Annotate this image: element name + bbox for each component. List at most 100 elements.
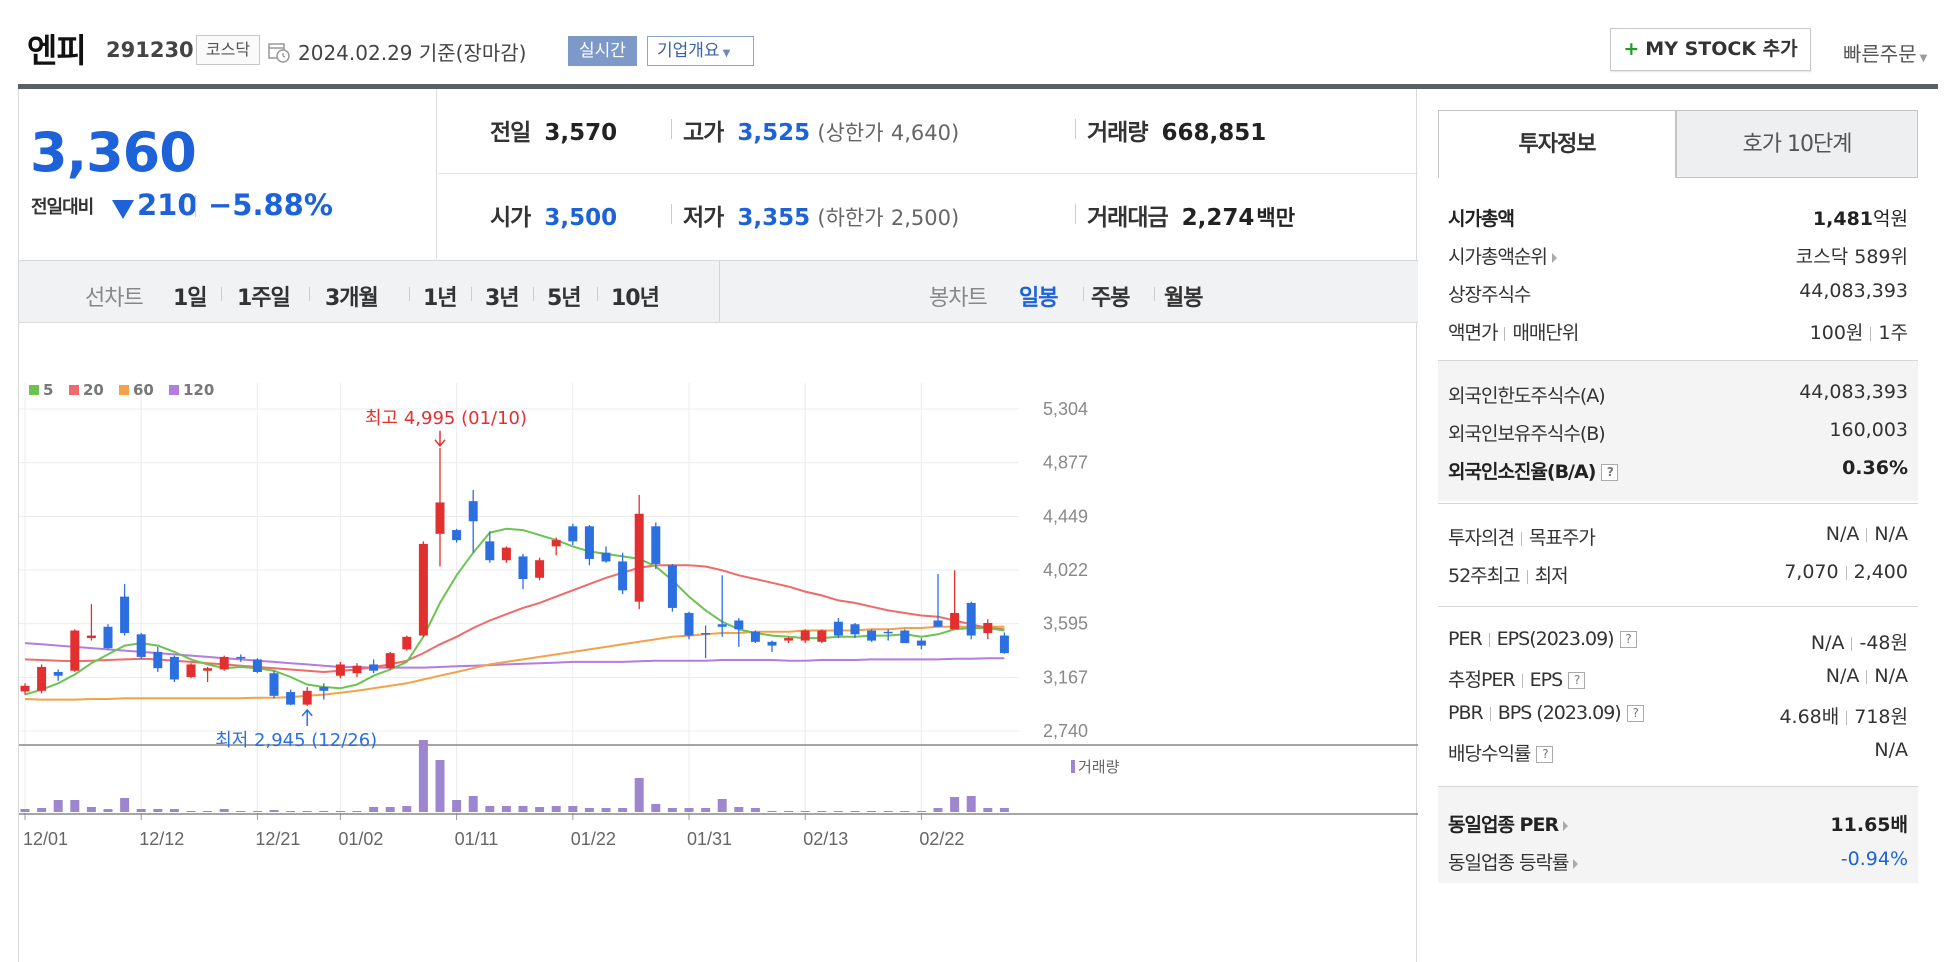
volume-bar bbox=[584, 808, 594, 812]
stock-code: 291230 bbox=[106, 38, 194, 62]
corp-overview-dropdown[interactable]: 기업개요 ▼ bbox=[647, 36, 754, 66]
candle-body bbox=[402, 636, 412, 650]
per-number: N/A bbox=[1810, 632, 1845, 654]
listed-shares-value: 44,083,393 bbox=[1799, 280, 1908, 302]
help-icon[interactable]: ? bbox=[1536, 746, 1554, 763]
volume-value: 668,851 bbox=[1161, 120, 1267, 146]
stock-name: 엔피 bbox=[27, 31, 87, 70]
price-chart-svg: 5,304 4,877 4,449 4,022 3,595 3,167 2,740 12/01… bbox=[19, 381, 1418, 849]
help-icon[interactable]: ? bbox=[1601, 464, 1619, 481]
my-stock-add-label: MY STOCK 추가 bbox=[1645, 38, 1798, 60]
eps-text: EPS(2023.09) bbox=[1496, 628, 1615, 650]
divider bbox=[195, 195, 196, 217]
quick-order-dropdown[interactable]: 빠른주문 ▼ bbox=[1843, 38, 1927, 67]
calendar-clock-icon bbox=[268, 43, 290, 63]
period-1y-button[interactable]: 1년 bbox=[423, 286, 458, 311]
volume-bar bbox=[302, 811, 312, 812]
candle-body bbox=[169, 656, 179, 680]
corp-overview-label: 기업개요 bbox=[657, 41, 720, 61]
industry-per-label[interactable]: 동일업종 PER bbox=[1448, 810, 1569, 837]
volume-bar bbox=[800, 811, 810, 812]
volume-bar bbox=[701, 808, 711, 812]
period-3y-button[interactable]: 3년 bbox=[485, 286, 520, 311]
help-icon[interactable]: ? bbox=[1626, 705, 1644, 722]
period-5y-button[interactable]: 5년 bbox=[547, 286, 582, 311]
volume-bar bbox=[717, 799, 727, 812]
candle-body bbox=[717, 624, 727, 627]
opinion-number: N/A bbox=[1825, 523, 1860, 545]
candle-body bbox=[800, 630, 810, 641]
info-row: 외국인보유주식수(B) 160,003 bbox=[1438, 413, 1918, 451]
volume-bar bbox=[136, 809, 146, 812]
candle-body bbox=[219, 656, 229, 670]
tab-orderbook-10[interactable]: 호가 10단계 bbox=[1676, 110, 1918, 178]
y-tick-label: 4,877 bbox=[1043, 453, 1088, 473]
help-icon[interactable]: ? bbox=[1619, 631, 1637, 648]
candle-body bbox=[900, 630, 910, 644]
opinion-value: N/A N/A bbox=[1826, 523, 1908, 545]
target-price-number: N/A bbox=[1874, 523, 1908, 545]
candle-body bbox=[535, 560, 545, 578]
opinion-text: 투자의견 bbox=[1448, 527, 1515, 549]
open-value: 3,500 bbox=[544, 205, 618, 231]
volume-bar bbox=[120, 798, 130, 812]
volume-bar bbox=[468, 796, 478, 812]
candle-body bbox=[369, 664, 379, 671]
min-arrow-head bbox=[301, 708, 313, 717]
par-value-value: 100원 1주 bbox=[1810, 318, 1908, 345]
volume-bar bbox=[983, 808, 993, 812]
volume-bar bbox=[651, 804, 661, 812]
period-1w-button[interactable]: 1주일 bbox=[237, 286, 291, 311]
invest-info-panel: 투자정보 호가 10단계 시가총액 1,481억원 시가총액순위 코스닥 589… bbox=[1438, 110, 1918, 962]
info-row: PER EPS(2023.09)? N/A -48원 bbox=[1438, 622, 1918, 660]
foreign-holding-value: 160,003 bbox=[1829, 419, 1908, 441]
est-per-label: 추정PER EPS? bbox=[1448, 665, 1586, 692]
base-date: 2024.02.29 기준(장마감) bbox=[298, 41, 527, 65]
candle-body bbox=[734, 620, 744, 630]
upper-limit-close: ) bbox=[951, 121, 960, 145]
candle-body bbox=[319, 687, 329, 691]
y-tick-label: 4,022 bbox=[1043, 560, 1088, 580]
volume-bar bbox=[900, 811, 910, 812]
daily-candle-chart: 5,304 4,877 4,449 4,022 3,595 3,167 2,740 12/01… bbox=[19, 323, 1418, 962]
opinion-section: 투자의견 목표주가 N/A N/A 52주최고 최저 7,070 2,400 bbox=[1438, 504, 1918, 604]
my-stock-add-button[interactable]: + MY STOCK 추가 bbox=[1610, 28, 1811, 71]
market-cap-rank-value: 코스닥 589위 bbox=[1795, 246, 1908, 268]
tab-invest-info[interactable]: 투자정보 bbox=[1438, 110, 1676, 178]
foreign-limit-label: 외국인한도주식수(A) bbox=[1448, 385, 1606, 407]
info-row: 동일업종 등락률 -0.94% bbox=[1438, 842, 1918, 880]
period-3m-button[interactable]: 3개월 bbox=[325, 286, 379, 311]
period-1d-button[interactable]: 1일 bbox=[173, 286, 208, 311]
lower-limit-label: (하한가 bbox=[817, 206, 884, 230]
info-row: 액면가 매매단위 100원 1주 bbox=[1438, 312, 1918, 350]
volume-bar bbox=[817, 811, 827, 812]
moving-average-ma20 bbox=[24, 564, 1005, 674]
candle-body bbox=[153, 651, 163, 669]
industry-change-label[interactable]: 동일업종 등락률 bbox=[1448, 848, 1579, 875]
market-cap-rank-label[interactable]: 시가총액순위 bbox=[1448, 242, 1557, 269]
candle-body bbox=[568, 526, 578, 542]
candle-weekly-button[interactable]: 주봉 bbox=[1091, 286, 1130, 311]
quote-summary: 전일 3,570 고가 3,525 (상한가 4,640) 거래량 668,851 시… bbox=[438, 89, 1418, 259]
low-value: 3,355 bbox=[737, 205, 811, 231]
x-tick-label: 02/22 bbox=[919, 829, 964, 849]
candle-body bbox=[236, 656, 246, 659]
bps-text: BPS (2023.09) bbox=[1497, 702, 1622, 724]
volume-bar bbox=[269, 810, 279, 812]
candle-body bbox=[286, 692, 296, 705]
market-cap-label: 시가총액 bbox=[1448, 208, 1515, 230]
period-10y-button[interactable]: 10년 bbox=[611, 286, 660, 311]
high-label: 고가 bbox=[683, 120, 724, 146]
candle-monthly-button[interactable]: 월봉 bbox=[1164, 286, 1203, 311]
realtime-button[interactable]: 실시간 bbox=[568, 36, 637, 66]
volume-bar bbox=[203, 811, 213, 812]
help-icon[interactable]: ? bbox=[1568, 672, 1586, 689]
candle-daily-button[interactable]: 일봉 bbox=[1019, 286, 1058, 311]
quote-chart-panel: 3,360 전일대비 210 −5.88% 전일 3,570 고가 3,525 (상… bbox=[18, 89, 1418, 962]
industry-change-text: 동일업종 등락률 bbox=[1448, 852, 1569, 874]
candle-body bbox=[784, 638, 794, 641]
info-row: 외국인소진율(B/A)? 0.36% bbox=[1438, 451, 1918, 489]
legend-swatch bbox=[169, 385, 179, 395]
volume-bar bbox=[169, 809, 179, 812]
candle-body bbox=[867, 630, 877, 641]
